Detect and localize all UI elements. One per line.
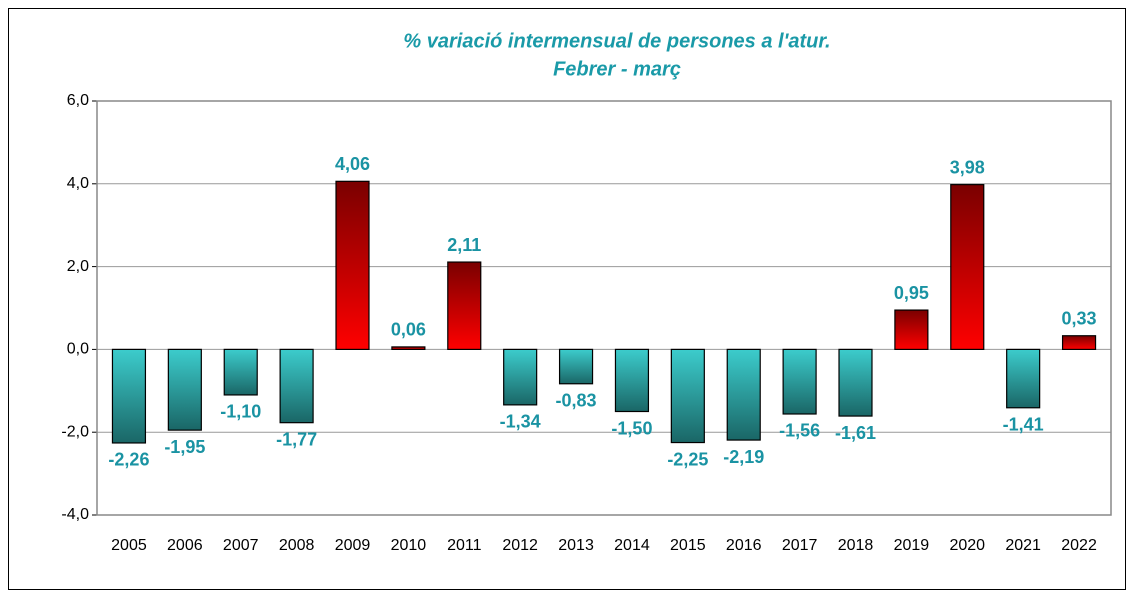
bar (838, 348, 873, 417)
bar (167, 348, 202, 431)
bar (111, 348, 147, 444)
value-label: -1,41 (1003, 415, 1044, 435)
value-label: -0,83 (556, 391, 597, 411)
value-label: -2,25 (667, 449, 708, 469)
x-tick-label: 2021 (1005, 537, 1041, 554)
value-label: -1,61 (835, 423, 876, 443)
bar (894, 309, 929, 351)
value-label: -1,50 (611, 418, 652, 438)
bar (670, 348, 705, 444)
x-tick-label: 2019 (894, 537, 930, 554)
chart-border (8, 8, 1126, 590)
chart-title: % variació intermensual de persones a l'… (403, 30, 830, 52)
value-label: 2,11 (447, 235, 481, 255)
x-tick-label: 2016 (726, 537, 762, 554)
value-label: -2,19 (723, 447, 764, 467)
bar (782, 348, 817, 415)
bar (391, 346, 426, 350)
value-label: 4,06 (335, 154, 370, 174)
x-tick-label: 2012 (502, 537, 538, 554)
value-label: -1,56 (779, 421, 820, 441)
y-tick-label: 4,0 (67, 175, 89, 192)
value-label: -2,26 (108, 450, 149, 470)
plot-frame (96, 100, 1112, 516)
x-tick-label: 2022 (1061, 537, 1097, 554)
x-tick-label: 2007 (223, 537, 259, 554)
y-tick-label: 0,0 (67, 341, 89, 358)
bar (279, 348, 314, 424)
value-label: -1,34 (500, 412, 541, 432)
x-tick-label: 2005 (111, 537, 147, 554)
x-tick-label: 2006 (167, 537, 203, 554)
x-tick-label: 2020 (949, 537, 985, 554)
x-tick-label: 2009 (335, 537, 371, 554)
bar (614, 348, 650, 413)
bar (447, 261, 482, 350)
bar (950, 184, 985, 351)
y-tick-label: 2,0 (67, 258, 89, 275)
bar (223, 348, 258, 396)
bar (335, 180, 370, 350)
bar (503, 348, 538, 406)
x-tick-label: 2015 (670, 537, 706, 554)
x-tick-label: 2017 (782, 537, 818, 554)
x-tick-label: 2013 (558, 537, 594, 554)
x-tick-label: 2014 (614, 537, 650, 554)
bar (558, 348, 594, 385)
value-label: 3,98 (950, 157, 985, 177)
x-tick-label: 2008 (279, 537, 315, 554)
value-label: 0,95 (894, 283, 929, 303)
y-tick-label: -4,0 (61, 506, 89, 523)
bar (1061, 335, 1097, 351)
bar (726, 348, 761, 441)
bar (1006, 348, 1041, 409)
chart-subtitle: Febrer - març (553, 58, 681, 80)
value-label: -1,10 (220, 402, 261, 422)
x-tick-label: 2018 (838, 537, 874, 554)
value-label: 0,33 (1062, 308, 1097, 328)
value-label: -1,95 (164, 437, 205, 457)
y-tick-label: -2,0 (61, 423, 89, 440)
y-tick-label: 6,0 (67, 92, 89, 109)
x-tick-label: 2011 (447, 537, 482, 554)
x-tick-label: 2010 (391, 537, 427, 554)
value-label: 0,06 (391, 320, 426, 340)
value-label: -1,77 (276, 429, 317, 449)
